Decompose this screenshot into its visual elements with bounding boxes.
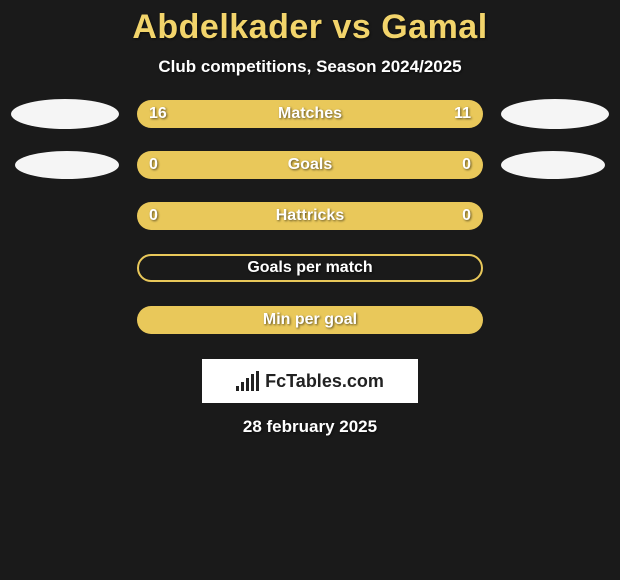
stat-value-right: 11 (454, 105, 471, 123)
stat-bar-matches: 16 Matches 11 (137, 100, 483, 128)
stat-value-right: 0 (462, 156, 471, 174)
stat-row-min-per-goal: Min per goal (0, 305, 620, 335)
player-left-ellipse (11, 99, 119, 129)
stat-value-left: 0 (149, 156, 158, 174)
page-subtitle: Club competitions, Season 2024/2025 (0, 57, 620, 77)
player-left-ellipse (15, 151, 119, 179)
fctables-logo: FcTables.com (202, 359, 418, 403)
stat-row-matches: 16 Matches 11 (0, 99, 620, 129)
page-title: Abdelkader vs Gamal (0, 0, 620, 47)
stats-chart: 16 Matches 11 0 Goals 0 0 Hattricks 0 (0, 99, 620, 357)
stat-value-left: 0 (149, 207, 158, 225)
stat-value-left: 16 (149, 105, 167, 123)
bar-chart-icon (236, 371, 259, 391)
stat-label: Min per goal (263, 311, 357, 329)
stat-row-goals-per-match: Goals per match (0, 253, 620, 283)
stat-bar-min-per-goal: Min per goal (137, 306, 483, 334)
player-right-ellipse (501, 99, 609, 129)
stat-bar-goals-per-match: Goals per match (137, 254, 483, 282)
stat-row-hattricks: 0 Hattricks 0 (0, 201, 620, 231)
date-stamp: 28 february 2025 (0, 417, 620, 437)
stat-value-right: 0 (462, 207, 471, 225)
stat-bar-goals: 0 Goals 0 (137, 151, 483, 179)
stat-label: Goals per match (247, 259, 372, 277)
stat-label: Goals (288, 156, 332, 174)
stat-bar-hattricks: 0 Hattricks 0 (137, 202, 483, 230)
comparison-infographic: Abdelkader vs Gamal Club competitions, S… (0, 0, 620, 580)
logo-text: FcTables.com (265, 371, 384, 392)
stat-row-goals: 0 Goals 0 (0, 151, 620, 179)
stat-label: Matches (278, 105, 342, 123)
stat-label: Hattricks (276, 207, 344, 225)
player-right-ellipse (501, 151, 605, 179)
